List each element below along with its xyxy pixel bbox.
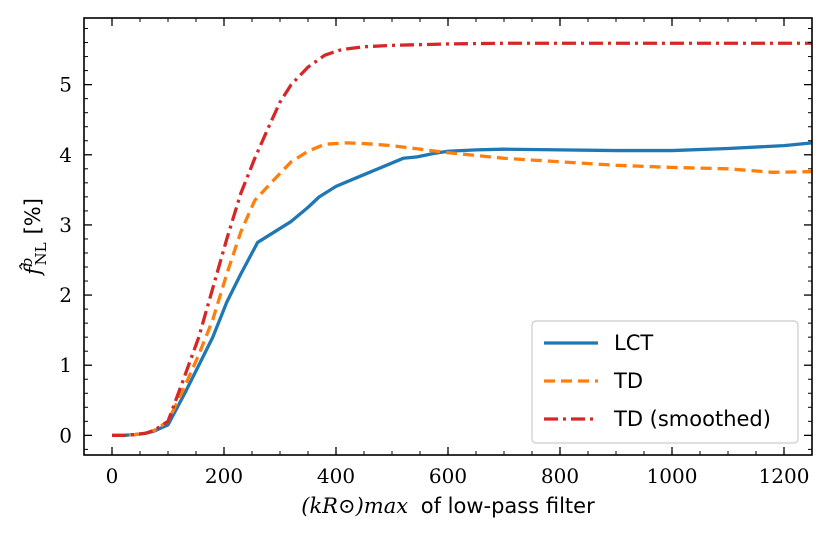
x-tick-label: 1200 <box>759 464 810 488</box>
x-tick-label: 400 <box>317 464 355 488</box>
series-line-td <box>112 141 812 438</box>
series-line-lct <box>112 141 812 438</box>
y-axis-label-unit: [%] <box>21 198 45 234</box>
x-tick-label: 800 <box>541 464 579 488</box>
x-tick-label: 600 <box>429 464 467 488</box>
x-axis-label-text: of low-pass filter <box>421 494 595 518</box>
svg-text:f̂bNL[%]: f̂bNL[%] <box>18 198 50 277</box>
legend: LCT TD TD (smoothed) <box>531 320 799 444</box>
legend-label: TD <box>613 369 643 393</box>
plot-frame <box>83 17 813 456</box>
x-tick-label: 200 <box>205 464 243 488</box>
legend-label: LCT <box>614 331 653 355</box>
legend-box <box>531 320 799 444</box>
x-tick-label: 1000 <box>647 464 698 488</box>
y-tick-label: 0 <box>59 423 72 447</box>
x-axis-label: (kR⊙)max of low-pass filter <box>301 494 595 518</box>
x-axis-label-math: (kR⊙)max <box>301 494 408 518</box>
series-layer <box>112 41 812 438</box>
y-tick-label: 5 <box>59 73 72 97</box>
y-axis-label-sub: NL <box>32 242 50 265</box>
y-tick-label: 2 <box>59 283 72 307</box>
series-line-td-smoothed <box>112 41 812 438</box>
x-tick-label: 0 <box>106 464 119 488</box>
y-axis-label-sup: b <box>18 258 36 268</box>
y-tick-label: 1 <box>59 353 72 377</box>
y-tick-label: 3 <box>59 213 72 237</box>
legend-label: TD (smoothed) <box>613 407 771 431</box>
y-tick-label: 4 <box>59 143 72 167</box>
y-axis-label: f̂bNL[%] <box>18 198 50 277</box>
